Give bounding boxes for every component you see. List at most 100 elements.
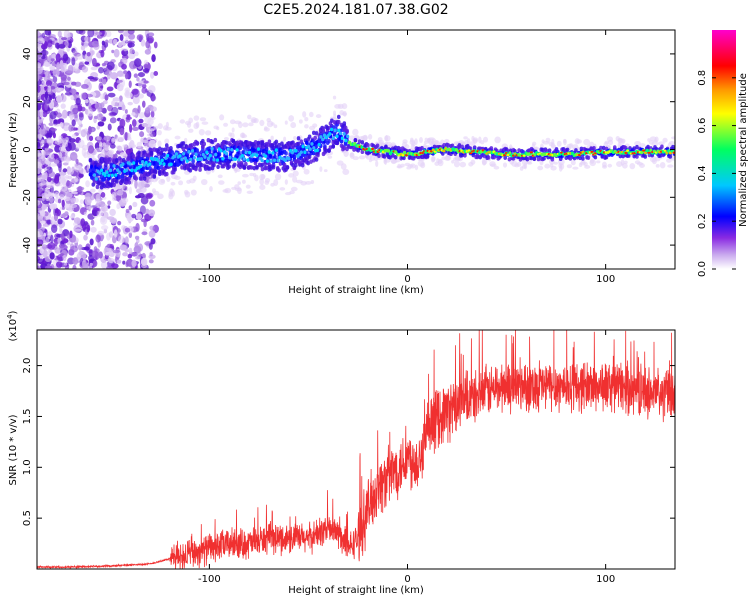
spectrogram-noise-point — [50, 58, 55, 62]
spectrogram-noise-point — [106, 61, 115, 70]
spectrogram-halo-point — [179, 119, 186, 124]
spectrogram-noise-point — [137, 72, 146, 78]
spectrogram-halo-point — [639, 143, 646, 148]
spectrogram-halo-point — [157, 193, 164, 200]
spectrogram-noise-point — [49, 111, 57, 120]
spectrogram-halo-point — [64, 136, 69, 143]
spectrogram-halo-point — [298, 119, 303, 124]
spectrogram-ridge-point — [291, 143, 295, 149]
spectrogram-noise-point — [128, 232, 133, 238]
spectrogram-core-point — [190, 148, 195, 153]
spectrogram-core-point — [183, 156, 188, 161]
spectrogram-halo-point — [283, 136, 287, 142]
spectrogram-ridge-point — [173, 167, 177, 172]
snr-xtick-label: 0 — [404, 574, 410, 585]
spectrogram-ridge-point — [180, 165, 184, 170]
spectrogram-halo-point — [71, 133, 77, 139]
svg-text:(x104): (x104) — [6, 310, 19, 341]
spectrogram-xtick-label: 0 — [404, 274, 410, 285]
spectrogram-noise-point — [120, 40, 127, 47]
spectrogram-halo-point — [292, 176, 298, 183]
spectrogram-halo-point — [216, 126, 220, 131]
spectrogram-noise-point — [102, 78, 107, 85]
spectrogram-ridge-point — [162, 152, 166, 158]
spectrogram-ridge-point — [263, 161, 268, 167]
spectrogram-noise-point — [60, 37, 68, 41]
spectrogram-noise-point — [138, 112, 146, 119]
spectrogram-ridge-point — [393, 145, 398, 150]
spectrogram-noise-point — [43, 61, 51, 67]
spectrogram-halo-point — [332, 95, 337, 100]
spectrogram-noise-point — [131, 119, 137, 128]
spectrogram-peak-point — [672, 151, 675, 154]
spectrogram-noise-point — [90, 219, 95, 226]
spectrogram-ticks: -100 0 100 -40 -20 0 20 40 — [22, 30, 675, 285]
spectrogram-halo-point — [654, 136, 659, 143]
spectrogram-halo-point — [259, 178, 265, 186]
spectrogram-ridge-point — [264, 165, 269, 171]
spectrogram-halo-point — [73, 197, 79, 203]
spectrogram-ridge-point — [306, 160, 311, 166]
spectrogram-noise-point — [148, 85, 156, 94]
spectrogram-ridge-point — [327, 148, 331, 153]
spectrogram-halo-point — [138, 189, 143, 193]
colorbar-label: Normalized spectral amplitude — [738, 73, 749, 227]
spectrogram-noise-point — [48, 157, 56, 162]
spectrogram-ridge-point — [628, 146, 632, 151]
spectrogram-halo-point — [305, 180, 312, 185]
spectrogram-halo-point — [116, 203, 121, 210]
spectrogram-ridge-point — [120, 174, 125, 179]
spectrogram-core-point — [174, 152, 179, 156]
spectrogram-ridge-point — [242, 165, 247, 170]
spectrogram-core-point — [107, 173, 111, 178]
spectrogram-ridge-point — [313, 135, 317, 141]
spectrogram-noise-point — [87, 145, 95, 154]
spectrogram-halo-point — [184, 120, 192, 126]
spectrogram-halo-point — [304, 124, 309, 129]
colorbar-tick-label: 0.0 — [697, 261, 708, 277]
spectrogram-ridge-point — [210, 139, 215, 145]
spectrogram-noise-point — [47, 85, 52, 93]
spectrogram-halo-point — [157, 129, 162, 136]
spectrogram-noise-point — [73, 228, 82, 232]
spectrogram-halo-point — [604, 140, 610, 145]
spectrogram-noise-point — [148, 209, 156, 217]
spectrogram-ridge-point — [342, 145, 347, 151]
spectrogram-noise-point — [44, 102, 48, 111]
spectrogram-ridge-point — [291, 140, 295, 145]
spectrogram-core-point — [340, 136, 344, 141]
spectrogram-noise-point — [127, 42, 135, 48]
spectrogram-halo-point — [375, 160, 379, 167]
spectrogram-noise-point — [87, 30, 95, 38]
snr-scale-base: (x10 — [8, 319, 19, 342]
spectrogram-ridge-point — [213, 137, 218, 143]
spectrogram-core-point — [206, 156, 211, 161]
spectrogram-noise-point — [81, 66, 89, 73]
spectrogram-ridge-point — [332, 132, 337, 137]
spectrogram-core-point — [165, 153, 170, 158]
spectrogram-ridge-point — [339, 139, 344, 144]
spectrogram-noise-point — [112, 249, 121, 254]
spectrogram-halo-point — [431, 156, 436, 162]
spectrogram-halo-point — [669, 141, 675, 145]
spectrogram-halo-point — [566, 164, 573, 169]
spectrogram-halo-point — [607, 163, 613, 168]
spectrogram-halo-point — [86, 206, 94, 210]
spectrogram-ridge-point — [95, 184, 100, 190]
spectrogram-halo-point — [288, 173, 295, 178]
spectrogram-noise-point — [109, 143, 116, 149]
spectrogram-ridge-point — [121, 158, 126, 163]
spectrogram-halo-point — [417, 160, 425, 167]
spectrogram-noise-point — [132, 88, 140, 98]
spectrogram-halo-point — [120, 152, 127, 157]
spectrogram-halo-point — [252, 172, 257, 178]
spectrogram-halo-point — [342, 168, 350, 175]
spectrogram-noise-point — [142, 100, 146, 108]
spectrogram-ridge-point — [156, 165, 161, 171]
spectrogram-ridge-point — [271, 165, 276, 170]
spectrogram-halo-point — [634, 141, 641, 146]
spectrogram-ridge-point — [612, 145, 617, 150]
spectrogram-noise-point — [112, 97, 121, 102]
spectrogram-halo-point — [128, 141, 132, 149]
spectrogram-halo-point — [41, 192, 48, 199]
